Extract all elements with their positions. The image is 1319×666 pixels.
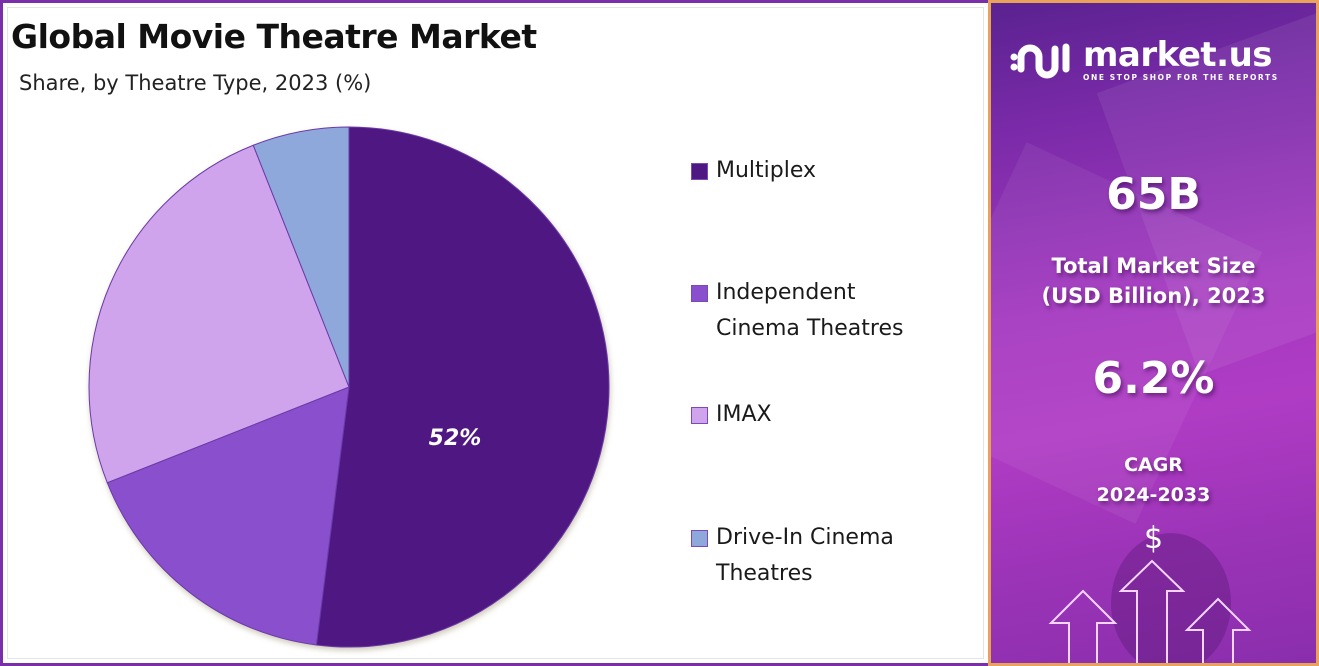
market-size-label: Total Market Size (USD Billion), 2023: [1041, 254, 1266, 308]
cagr-label: CAGR 2024-2033: [1096, 454, 1211, 506]
market-us-logo-icon: [1010, 43, 1070, 79]
market-size-value: 65B: [1106, 169, 1201, 220]
slice-imax: [88, 144, 350, 484]
legend-swatch: [691, 530, 708, 547]
legend-swatch: [691, 285, 708, 302]
brand-name: market.us: [1083, 34, 1273, 75]
legend-item-independent: Independent Cinema Theatres: [691, 275, 971, 347]
legend-swatch: [691, 407, 708, 424]
growth-arrows-icon: [1048, 559, 1252, 663]
slice-drive-in: [252, 126, 350, 388]
legend-label: Independent Cinema Theatres: [716, 280, 904, 341]
brand-tagline: ONE STOP SHOP FOR THE REPORTS: [1083, 72, 1279, 82]
pie-chart: 52%: [88, 126, 610, 648]
legend-label: Multiplex: [716, 158, 817, 183]
chart-frame: [7, 7, 984, 659]
slice-multiplex: [315, 126, 610, 648]
legend-item-multiplex: Multiplex: [691, 153, 971, 189]
brand-logo: market.us ONE STOP SHOP FOR THE REPORTS: [1009, 37, 1279, 83]
slice-independent: [106, 386, 350, 646]
chart-subtitle: Share, by Theatre Type, 2023 (%): [19, 71, 372, 95]
legend-label: IMAX: [716, 402, 772, 427]
legend-item-imax: IMAX: [691, 397, 971, 433]
summary-sidebar: market.us ONE STOP SHOP FOR THE REPORTS …: [988, 0, 1319, 666]
legend-item-drive-in: Drive-In Cinema Theatres: [691, 520, 971, 592]
legend-swatch: [691, 163, 708, 180]
pie-data-label: 52%: [429, 426, 482, 451]
chart-panel: Global Movie Theatre Market Share, by Th…: [0, 0, 988, 666]
legend-label: Drive-In Cinema Theatres: [716, 525, 894, 586]
dollar-icon: $: [1143, 521, 1164, 556]
cagr-value: 6.2%: [1092, 353, 1215, 404]
chart-title: Global Movie Theatre Market: [11, 17, 537, 56]
